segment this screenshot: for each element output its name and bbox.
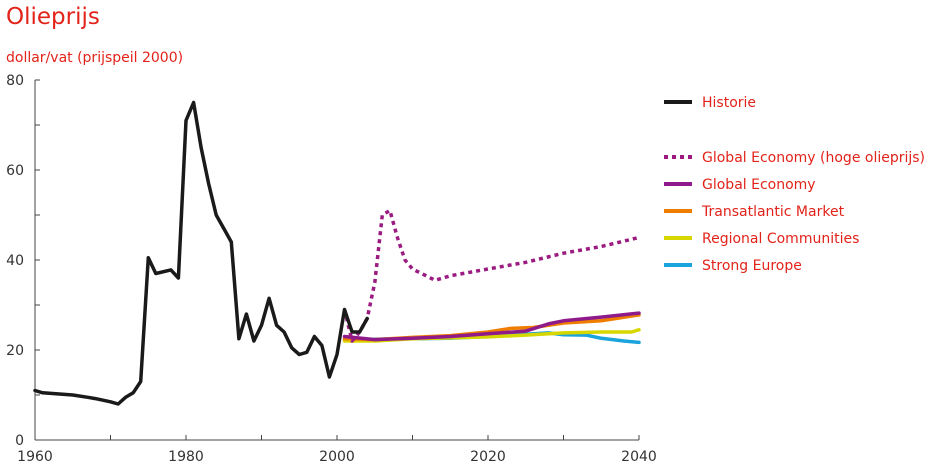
x-tick-label: 2020 [470,449,506,465]
series-line-global-economy-hoge-olieprijs [342,208,640,343]
x-tick-label: 1980 [168,449,204,465]
y-tick-label: 20 [6,343,24,359]
legend-label: Strong Europe [702,258,802,274]
series-line-global-economy [342,311,641,342]
x-tick-label: 2040 [621,449,657,465]
legend-label: Global Economy (hoge olieprijs) [702,150,925,166]
y-tick-label: 60 [6,163,24,179]
series-line-historie [33,100,369,406]
legend-label: Historie [702,95,756,111]
y-tick-label: 80 [6,73,24,89]
y-tick-label: 40 [6,253,24,269]
legend-label: Regional Communities [702,231,859,247]
x-tick-label: 2000 [319,449,355,465]
y-tick-label: 0 [15,433,24,449]
chart-title: Olieprijs [6,4,100,30]
x-tick-label: 1960 [17,449,53,465]
legend-label: Transatlantic Market [701,204,845,220]
legend-label: Global Economy [702,177,816,193]
chart-subtitle: dollar/vat (prijspeil 2000) [6,50,184,66]
